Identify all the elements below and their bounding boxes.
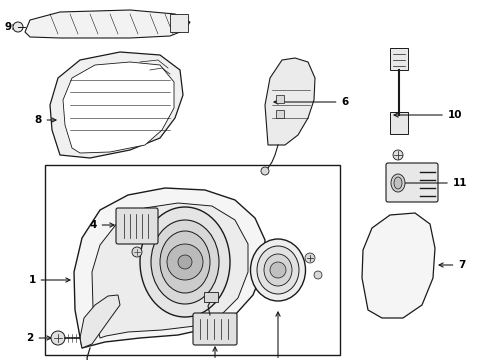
Bar xyxy=(275,110,284,118)
Ellipse shape xyxy=(160,231,209,293)
Text: 11: 11 xyxy=(391,178,467,188)
Circle shape xyxy=(51,331,65,345)
Text: 7: 7 xyxy=(438,260,465,270)
Circle shape xyxy=(269,262,285,278)
Polygon shape xyxy=(63,62,174,153)
Text: 5: 5 xyxy=(211,347,218,360)
Ellipse shape xyxy=(250,239,305,301)
Ellipse shape xyxy=(140,207,229,317)
Text: 9: 9 xyxy=(4,22,17,32)
Circle shape xyxy=(13,22,23,32)
FancyBboxPatch shape xyxy=(116,208,158,244)
Polygon shape xyxy=(50,52,183,158)
Bar xyxy=(45,165,339,355)
Circle shape xyxy=(178,255,192,269)
Text: 4: 4 xyxy=(89,220,114,230)
Ellipse shape xyxy=(264,254,291,286)
Ellipse shape xyxy=(390,174,404,192)
Polygon shape xyxy=(80,295,120,348)
Bar xyxy=(203,292,218,302)
Text: 6: 6 xyxy=(273,97,348,107)
Text: 10: 10 xyxy=(393,110,461,120)
Bar xyxy=(389,112,407,134)
Polygon shape xyxy=(361,213,434,318)
Text: 2: 2 xyxy=(26,333,51,343)
Polygon shape xyxy=(74,188,264,348)
Bar xyxy=(170,14,187,32)
Polygon shape xyxy=(264,58,314,145)
FancyBboxPatch shape xyxy=(193,313,237,345)
Text: 8: 8 xyxy=(34,115,56,125)
Polygon shape xyxy=(25,10,190,38)
Ellipse shape xyxy=(393,177,401,189)
Polygon shape xyxy=(92,203,247,338)
Text: 1: 1 xyxy=(28,275,70,285)
Circle shape xyxy=(313,271,321,279)
FancyBboxPatch shape xyxy=(385,163,437,202)
Bar xyxy=(275,95,284,103)
Circle shape xyxy=(305,253,314,263)
Bar xyxy=(389,48,407,70)
Circle shape xyxy=(167,244,203,280)
Circle shape xyxy=(261,167,268,175)
Circle shape xyxy=(392,150,402,160)
Circle shape xyxy=(132,247,142,257)
Ellipse shape xyxy=(257,246,298,294)
Text: 3: 3 xyxy=(274,312,281,360)
Ellipse shape xyxy=(151,220,219,304)
